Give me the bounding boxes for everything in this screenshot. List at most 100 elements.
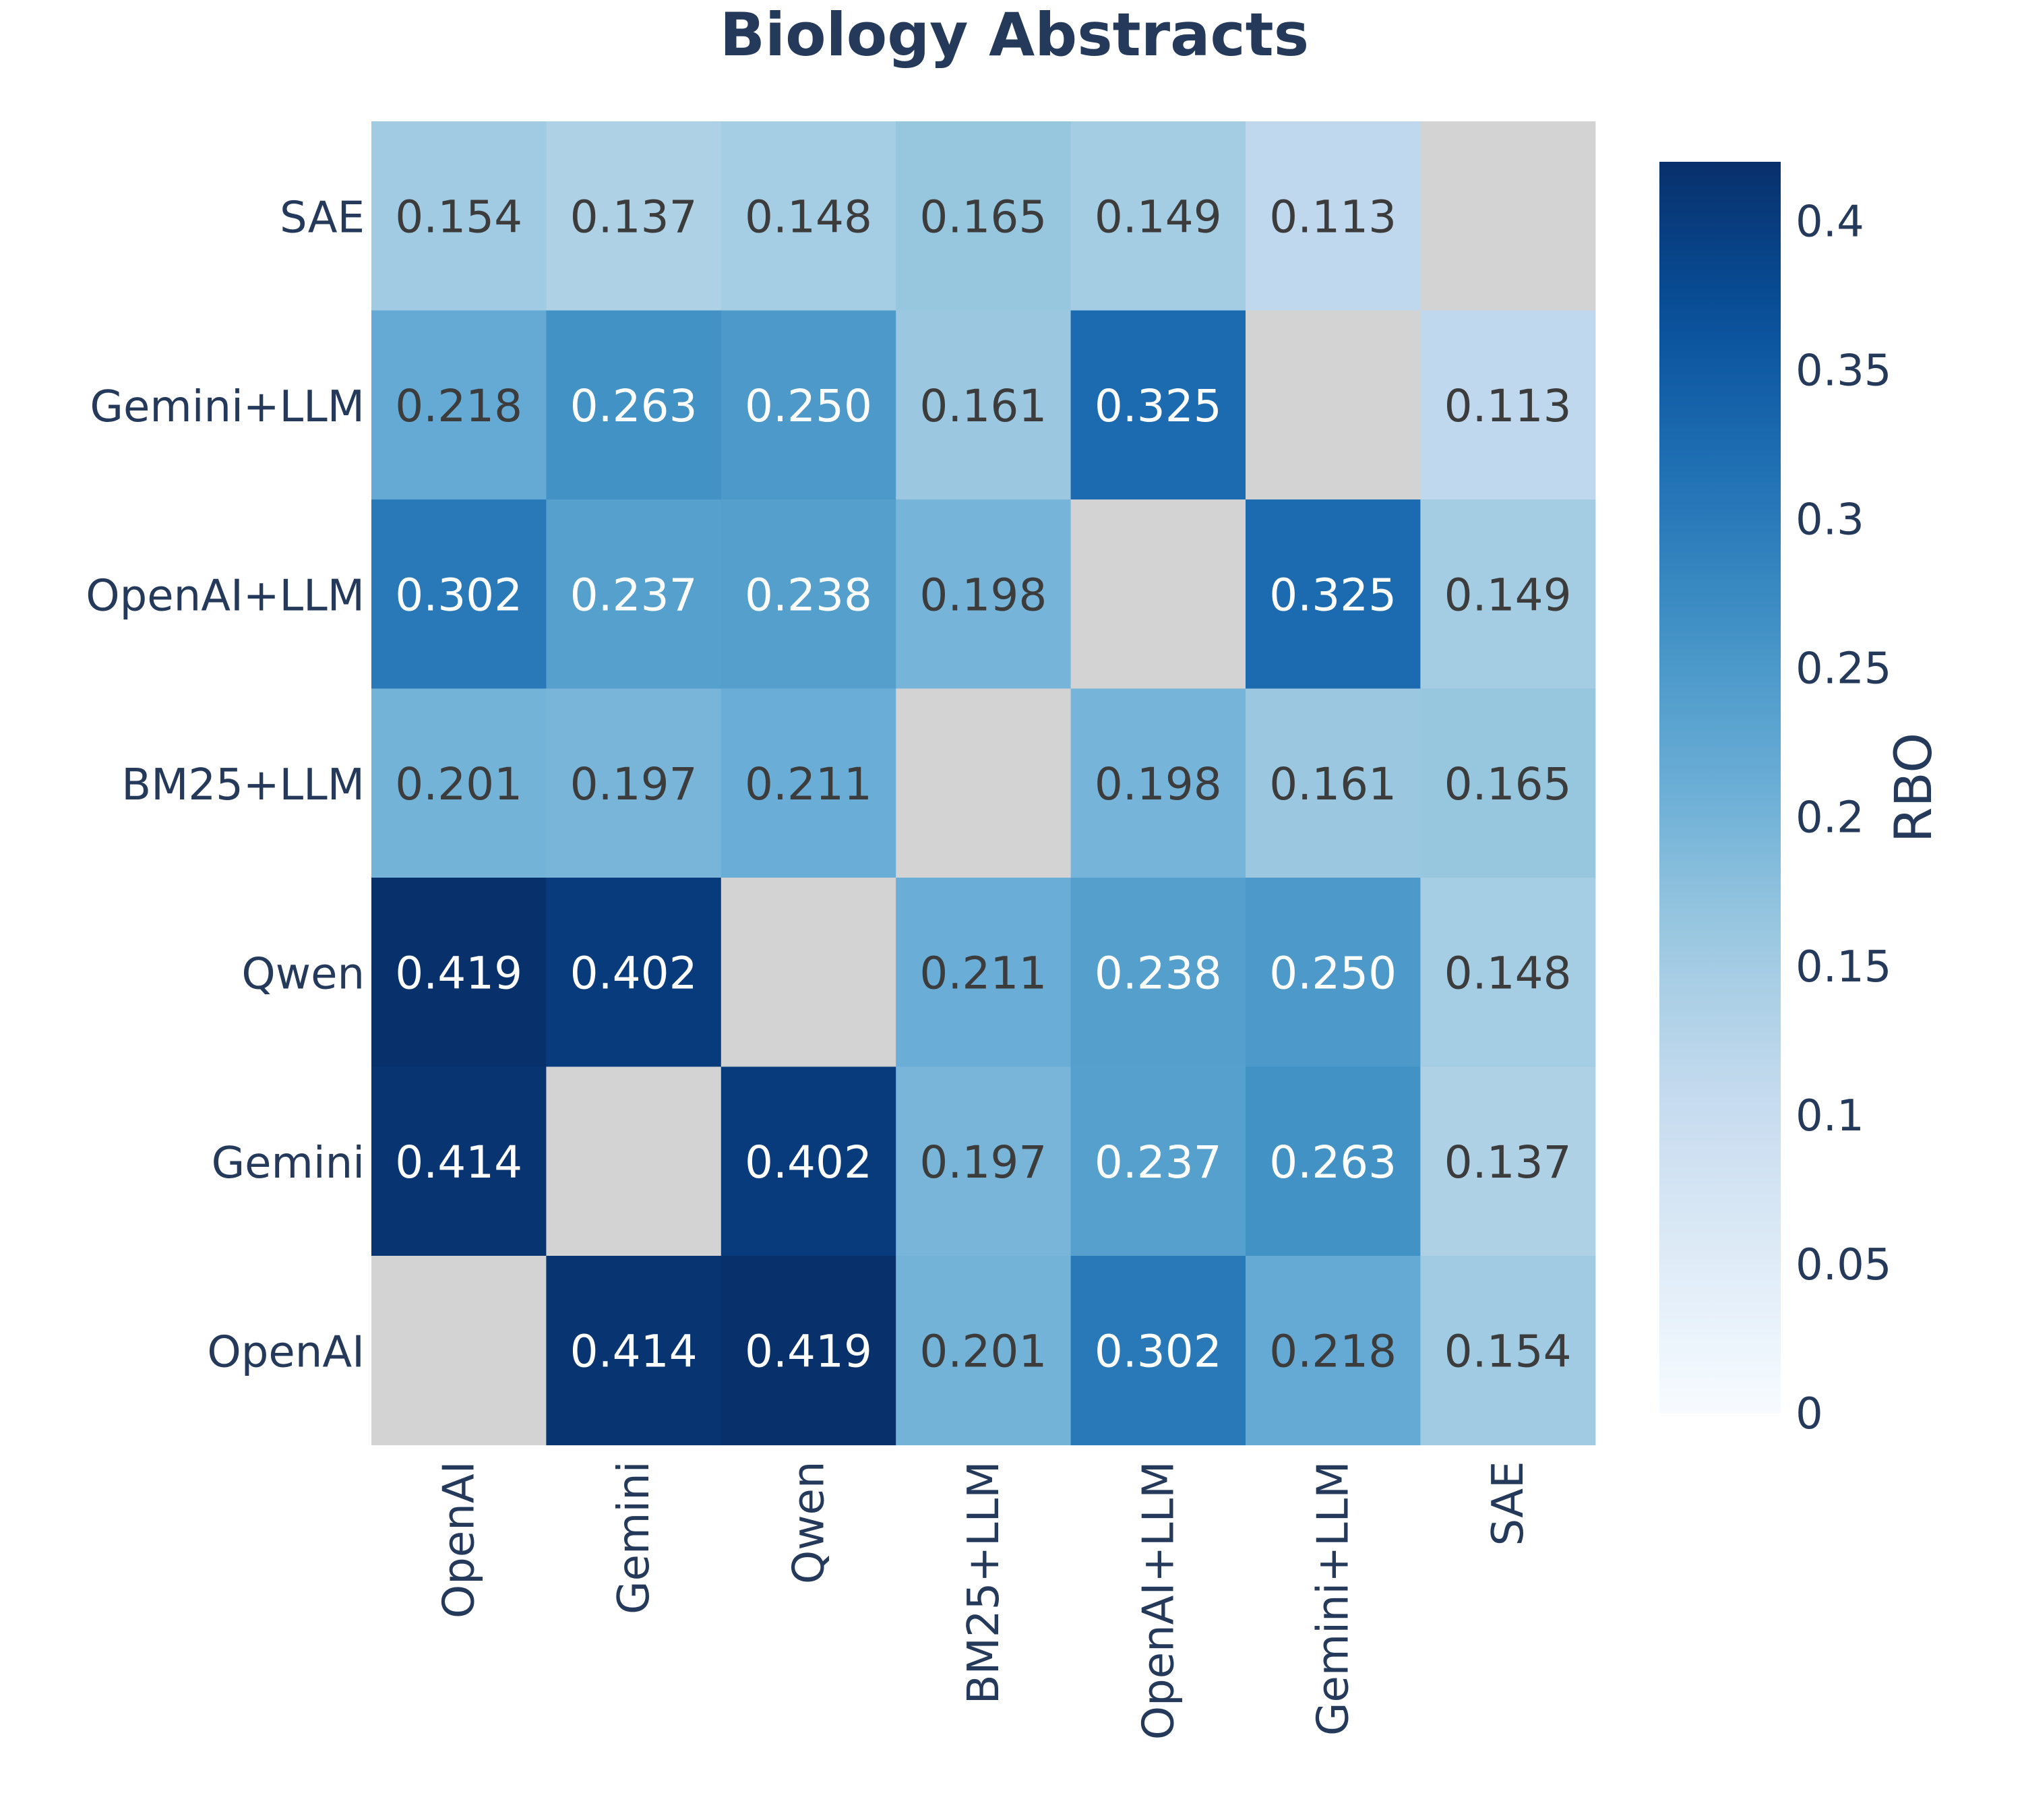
cell-value-label: 0.161 [1269, 758, 1397, 810]
heatmap-cell-gemini-bm25-llm [896, 1066, 1072, 1256]
x-tick-label-qwen: Qwen [785, 1461, 834, 1585]
cell-value-label: 0.414 [395, 1136, 522, 1188]
heatmap-cell-openai-sae [1420, 1256, 1596, 1446]
colorbar-tick-label: 0 [1796, 1389, 1823, 1439]
heatmap-cell-gemini-openai [371, 1066, 547, 1256]
heatmap-cell-gemini-sae [1420, 1066, 1596, 1256]
heatmap-cell-qwen-gemini [546, 878, 722, 1068]
cell-value-label: 0.154 [1444, 1325, 1572, 1377]
cell-value-label: 0.211 [919, 947, 1047, 999]
heatmap-cell-gemini-openai-llm [1070, 1066, 1246, 1256]
cell-value-label: 0.149 [1095, 191, 1222, 243]
colorbar-tick-label: 0.4 [1796, 197, 1864, 247]
y-tick-label-openai: OpenAI [207, 1327, 365, 1377]
heatmap-cell-gemini-llm-gemini-llm [1246, 310, 1421, 500]
heatmap-cells: 0.154 0.137 0.148 0.165 0.149 0.113 0.218 0.263… [371, 121, 1596, 1446]
y-tick-label-gemini-llm: Gemini+LLM [90, 382, 365, 432]
heatmap-cell-qwen-sae [1420, 878, 1596, 1068]
colorbar-label: RBO [1883, 733, 1943, 843]
colorbar-gradient [1659, 162, 1781, 1414]
x-tick-label-bm25-llm: BM25+LLM [959, 1461, 1009, 1705]
cell-value-label: 0.263 [1269, 1136, 1397, 1188]
cell-value-label: 0.165 [919, 191, 1047, 243]
cell-value-label: 0.154 [395, 191, 522, 243]
heatmap-cell-openai-llm-bm25-llm [896, 499, 1072, 690]
colorbar-tick-label: 0.1 [1796, 1091, 1864, 1141]
heatmap-cell-gemini-gemini [546, 1066, 722, 1256]
heatmap-cell-gemini-llm-openai-llm [1070, 310, 1246, 500]
x-tick-label-sae: SAE [1483, 1461, 1533, 1546]
colorbar: 0 0.05 0.1 0.15 0.2 0.25 0.3 0.35 0.4 RBO [1659, 162, 1943, 1439]
colorbar-tick-label: 0.05 [1796, 1240, 1892, 1290]
cell-value-label: 0.201 [919, 1325, 1047, 1377]
heatmap-cell-openai-llm-gemini [546, 499, 722, 690]
heatmap-cell-bm25-llm-openai [371, 688, 547, 878]
heatmap-cell-gemini-llm-openai [371, 310, 547, 500]
heatmap-cell-sae-openai-llm [1070, 121, 1246, 311]
cell-value-label: 0.419 [745, 1325, 872, 1377]
cell-value-label: 0.302 [1095, 1325, 1222, 1377]
heatmap-cell-openai-openai-llm [1070, 1256, 1246, 1446]
cell-value-label: 0.325 [1269, 569, 1397, 621]
cell-value-label: 0.161 [919, 380, 1047, 432]
cell-value-label: 0.325 [1095, 380, 1222, 432]
heatmap-cell-gemini-qwen [721, 1066, 896, 1256]
heatmap-cell-openai-llm-sae [1420, 499, 1596, 690]
colorbar-tick-label: 0.3 [1796, 495, 1864, 545]
heatmap-cell-qwen-bm25-llm [896, 878, 1072, 1068]
heatmap-cell-qwen-qwen [721, 878, 896, 1068]
cell-value-label: 0.250 [1269, 947, 1397, 999]
cell-value-label: 0.148 [1444, 947, 1572, 999]
heatmap-cell-sae-sae [1420, 121, 1596, 311]
cell-value-label: 0.148 [745, 191, 872, 243]
cell-value-label: 0.419 [395, 947, 522, 999]
cell-value-label: 0.218 [395, 380, 522, 432]
colorbar-tick-label: 0.15 [1796, 942, 1892, 992]
y-axis-tick-labels: SAE Gemini+LLM OpenAI+LLM BM25+LLM Qwen Gemin… [86, 193, 365, 1377]
heatmap-cell-sae-openai [371, 121, 547, 311]
heatmap-cell-gemini-llm-bm25-llm [896, 310, 1072, 500]
cell-value-label: 0.402 [570, 947, 698, 999]
cell-value-label: 0.237 [570, 569, 698, 621]
heatmap-cell-openai-llm-openai [371, 499, 547, 690]
heatmap-cell-gemini-llm-qwen [721, 310, 896, 500]
heatmap-cell-sae-gemini-llm [1246, 121, 1421, 311]
colorbar-tick-label: 0.25 [1796, 644, 1892, 694]
heatmap-cell-sae-gemini [546, 121, 722, 311]
heatmap-cell-openai-gemini-llm [1246, 1256, 1421, 1446]
heatmap-cell-openai-qwen [721, 1256, 896, 1446]
cell-value-label: 0.237 [1095, 1136, 1222, 1188]
heatmap-cell-openai-llm-openai-llm [1070, 499, 1246, 690]
cell-value-label: 0.197 [570, 758, 698, 810]
cell-value-label: 0.198 [1095, 758, 1222, 810]
colorbar-tick-label: 0.35 [1796, 346, 1892, 396]
x-tick-label-openai-llm: OpenAI+LLM [1134, 1461, 1184, 1740]
cell-value-label: 0.113 [1269, 191, 1397, 243]
heatmap-cell-openai-llm-qwen [721, 499, 896, 690]
heatmap-cell-sae-qwen [721, 121, 896, 311]
heatmap-cell-bm25-llm-bm25-llm [896, 688, 1072, 878]
heatmap-cell-bm25-llm-qwen [721, 688, 896, 878]
heatmap-cell-qwen-gemini-llm [1246, 878, 1421, 1068]
cell-value-label: 0.414 [570, 1325, 698, 1377]
cell-value-label: 0.250 [745, 380, 872, 432]
colorbar-tick-label: 0.2 [1796, 793, 1864, 843]
heatmap-cell-bm25-llm-openai-llm [1070, 688, 1246, 878]
cell-value-label: 0.149 [1444, 569, 1572, 621]
y-tick-label-sae: SAE [280, 193, 365, 243]
heatmap-cell-bm25-llm-gemini-llm [1246, 688, 1421, 878]
x-tick-label-gemini: Gemini [609, 1461, 659, 1614]
cell-value-label: 0.402 [745, 1136, 872, 1188]
heatmap-cell-qwen-openai [371, 878, 547, 1068]
cell-value-label: 0.263 [570, 380, 698, 432]
cell-value-label: 0.197 [919, 1136, 1047, 1188]
cell-value-label: 0.211 [745, 758, 872, 810]
chart-title: Biology Abstracts [720, 0, 1309, 69]
heatmap-cell-openai-llm-gemini-llm [1246, 499, 1421, 690]
heatmap-cell-gemini-gemini-llm [1246, 1066, 1421, 1256]
heatmap-cell-qwen-openai-llm [1070, 878, 1246, 1068]
heatmap-cell-openai-bm25-llm [896, 1256, 1072, 1446]
y-tick-label-openai-llm: OpenAI+LLM [86, 571, 365, 621]
cell-value-label: 0.302 [395, 569, 522, 621]
